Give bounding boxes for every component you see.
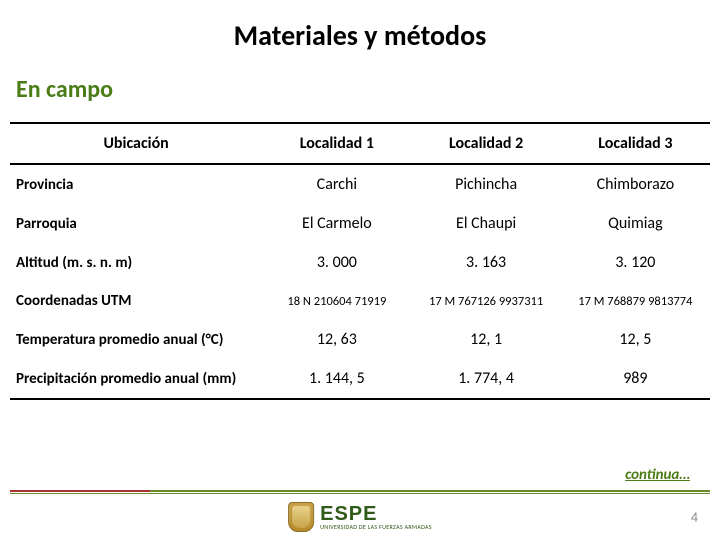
table-row: Altitud (m. s. n. m) 3. 000 3. 163 3. 12… [10,243,710,282]
shield-icon [288,502,314,532]
cell: 12, 63 [262,320,411,359]
table-row: Coordenadas UTM 18 N 210604 71919 17 M 7… [10,282,710,320]
col-header-loc1: Localidad 1 [262,123,411,164]
row-label: Altitud (m. s. n. m) [10,243,262,282]
cell: El Carmelo [262,204,411,243]
table-row: Provincia Carchi Pichincha Chimborazo [10,164,710,204]
row-label: Precipitación promedio anual (mm) [10,359,262,399]
cell: 12, 5 [561,320,710,359]
cell: Pichincha [411,164,560,204]
cell: 17 M 768879 9813774 [561,282,710,320]
cell: 3. 000 [262,243,411,282]
locations-table: Ubicación Localidad 1 Localidad 2 Locali… [10,122,710,400]
cell: 18 N 210604 71919 [262,282,411,320]
cell: Quimiag [561,204,710,243]
table-row: Precipitación promedio anual (mm) 1. 144… [10,359,710,399]
page-title: Materiales y métodos [10,18,710,53]
slide: Materiales y métodos En campo Ubicación … [0,0,720,540]
logo-subtext: UNIVERSIDAD DE LAS FUERZAS ARMADAS [320,524,432,530]
col-header-ubicacion: Ubicación [10,123,262,164]
table-row: Parroquia El Carmelo El Chaupi Quimiag [10,204,710,243]
page-number: 4 [691,509,698,526]
col-header-loc2: Localidad 2 [411,123,560,164]
cell: Chimborazo [561,164,710,204]
section-subtitle: En campo [16,75,710,104]
cell: 17 M 767126 9937311 [411,282,560,320]
table-header-row: Ubicación Localidad 1 Localidad 2 Locali… [10,123,710,164]
row-label: Coordenadas UTM [10,282,262,320]
cell: 3. 120 [561,243,710,282]
col-header-loc3: Localidad 3 [561,123,710,164]
logo-text: ESPE [320,504,432,524]
continua-link[interactable]: continua… [625,466,690,484]
table-row: Temperatura promedio anual (°C) 12, 63 1… [10,320,710,359]
footer-divider [10,490,710,494]
row-label: Temperatura promedio anual (°C) [10,320,262,359]
cell: 1. 144, 5 [262,359,411,399]
row-label: Provincia [10,164,262,204]
row-label: Parroquia [10,204,262,243]
cell: Carchi [262,164,411,204]
cell: 12, 1 [411,320,560,359]
cell: 1. 774, 4 [411,359,560,399]
cell: 989 [561,359,710,399]
espe-logo: ESPE UNIVERSIDAD DE LAS FUERZAS ARMADAS [288,502,432,532]
cell: 3. 163 [411,243,560,282]
cell: El Chaupi [411,204,560,243]
